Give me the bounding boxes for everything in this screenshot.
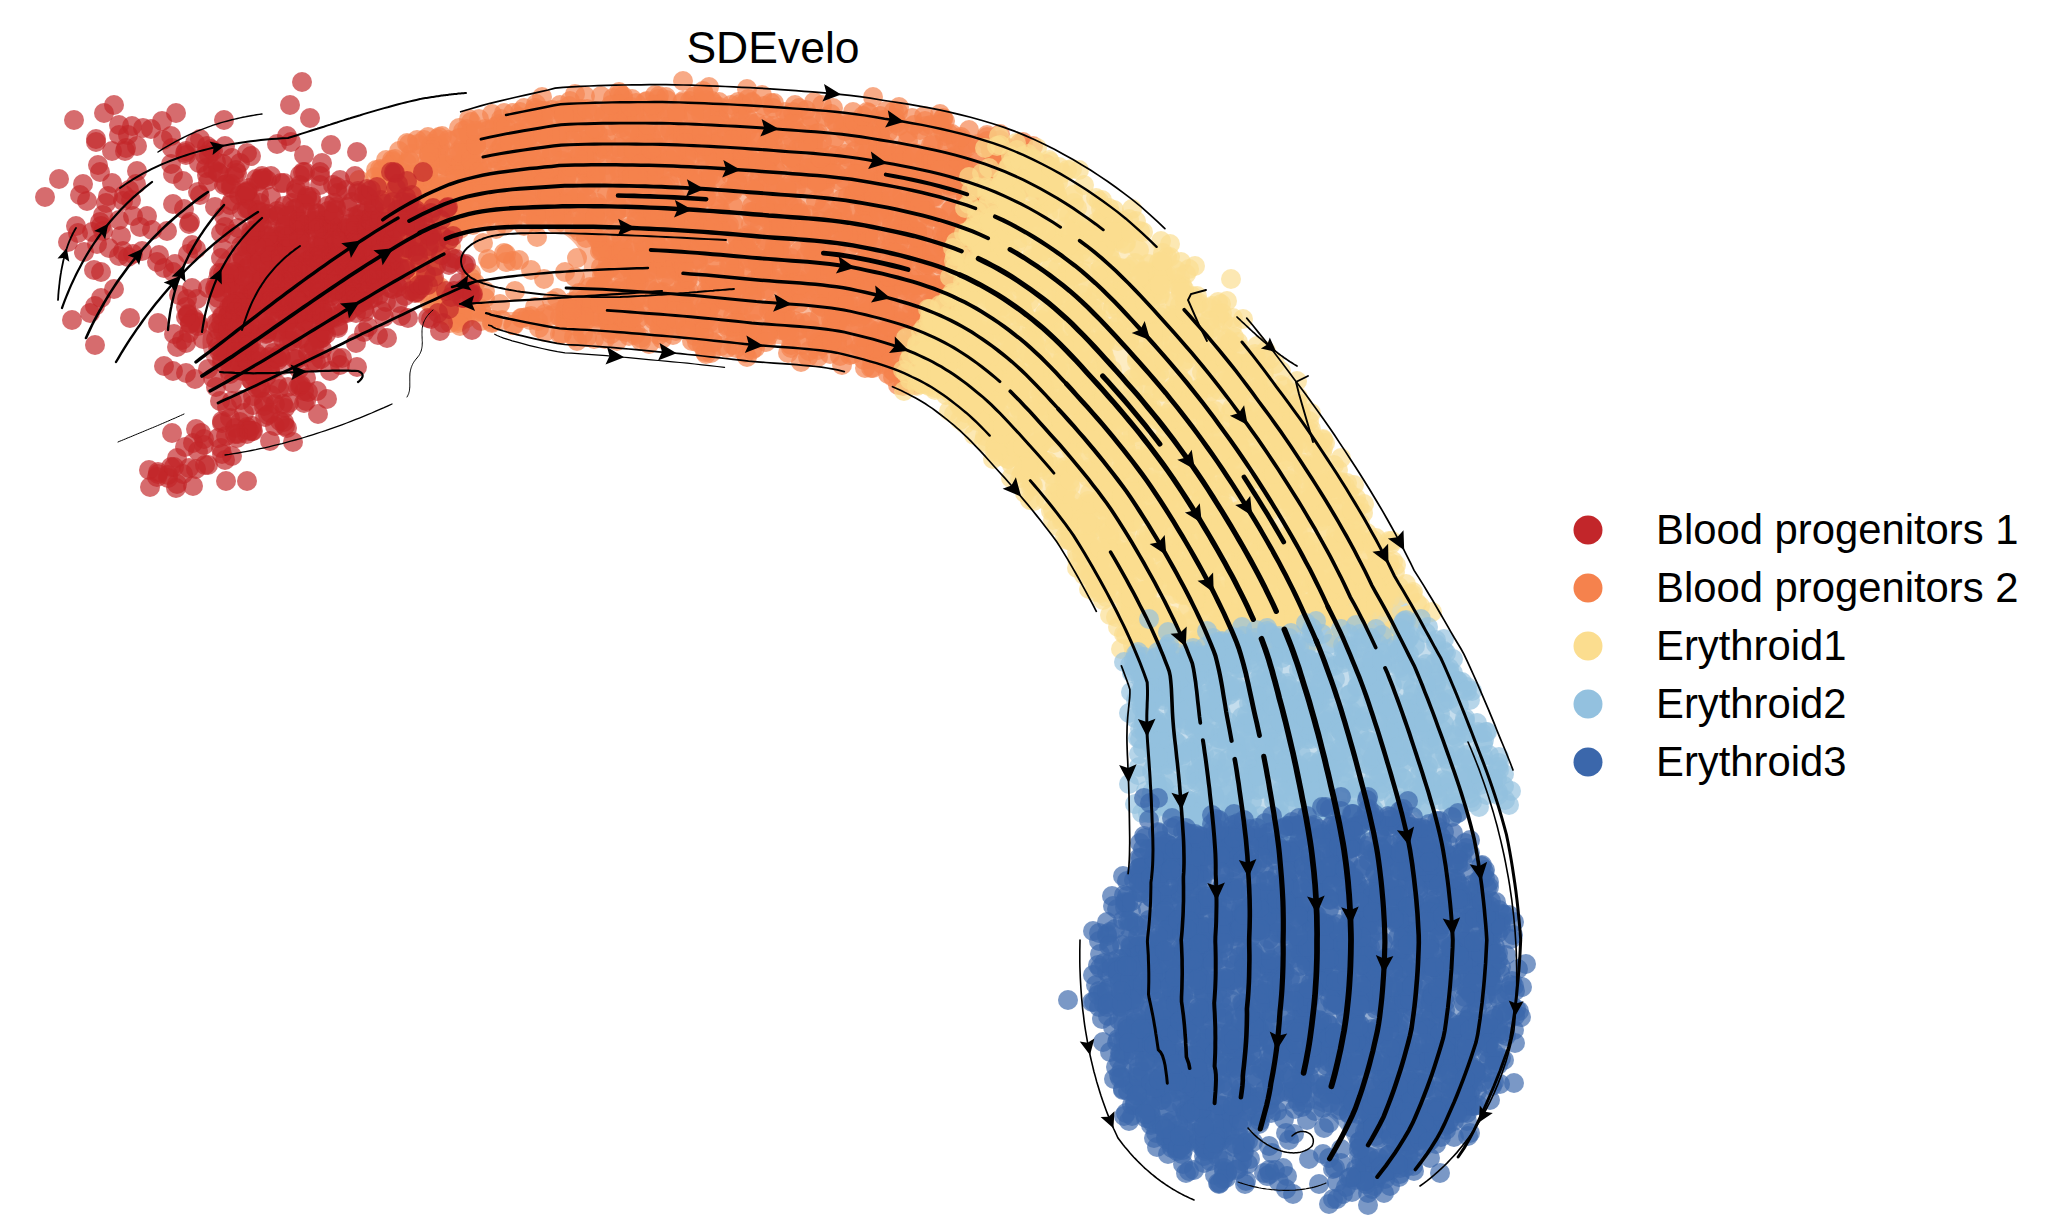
svg-text:Erythroid1: Erythroid1 [1656,622,1847,669]
svg-text:Blood progenitors 1: Blood progenitors 1 [1656,506,2018,553]
svg-text:SDEvelo: SDEvelo [686,23,859,72]
svg-text:Erythroid3: Erythroid3 [1656,738,1847,785]
svg-text:Erythroid2: Erythroid2 [1656,680,1847,727]
svg-text:Blood progenitors 2: Blood progenitors 2 [1656,564,2018,611]
